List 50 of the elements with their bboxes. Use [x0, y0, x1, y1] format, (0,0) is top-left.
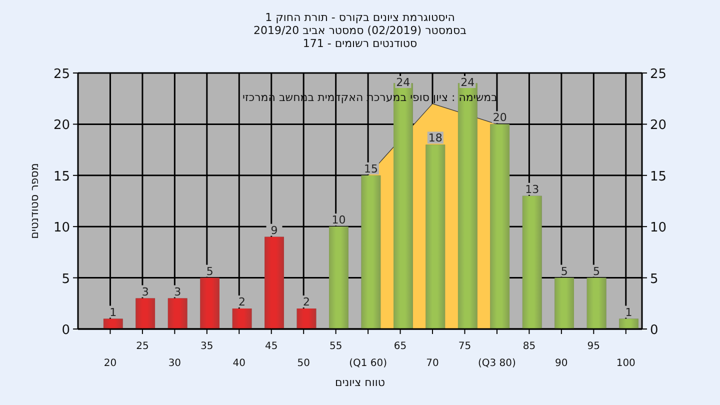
y-axis-title: מספר סטודנטים [28, 163, 41, 239]
chart-subtitle: בסמסטר (02/2019) סמסטר אביב 2019/20 סטודנטים רשומים - 171 [253, 24, 467, 50]
y-tick-label: 15 [53, 169, 70, 184]
data-label: 1 [625, 306, 632, 319]
data-label: 1 [110, 306, 117, 319]
data-label: 2 [303, 296, 310, 309]
data-label: 10 [332, 214, 346, 227]
x-tick-label: 95 [587, 341, 600, 352]
data-label: 5 [593, 264, 600, 278]
y2-tick-label: 25 [650, 67, 667, 82]
data-label: 5 [560, 264, 568, 278]
x-tick-label: 35 [200, 341, 214, 352]
data-label: 24 [396, 76, 410, 89]
data-label: 18 [428, 132, 442, 145]
chart-title: היסטוגרמת ציונים בקורס - תורת החוק 1 [265, 11, 455, 24]
y-tick-label: 5 [62, 272, 70, 287]
data-label: 13 [525, 182, 540, 196]
y-tick-label: 0 [62, 323, 70, 338]
x-tick-label: 40 [232, 358, 246, 369]
data-label: 15 [364, 162, 378, 176]
y2-tick-label: 5 [650, 272, 658, 287]
x-tick-label: (Q1 60) [349, 358, 388, 369]
data-label: 3 [142, 285, 149, 298]
x-tick-label: 25 [136, 341, 149, 352]
y2-tick-label: 15 [650, 169, 667, 184]
y-tick-label: 20 [53, 118, 70, 134]
x-tick-label: 85 [522, 341, 536, 352]
data-label: 3 [174, 285, 182, 298]
x-tick-label: 45 [265, 341, 278, 352]
y-tick-label: 10 [53, 220, 70, 236]
x-tick-label: 75 [458, 341, 472, 352]
x-tick-label: 100 [616, 358, 636, 369]
x-tick-label: 20 [104, 358, 117, 369]
x-tick-label: (Q3 80) [478, 358, 516, 369]
data-label: 9 [270, 224, 278, 237]
y-tick-label: 25 [53, 67, 70, 82]
x-tick-label: 30 [168, 358, 182, 369]
data-label: 2 [238, 296, 246, 309]
x-tick-label: 65 [394, 341, 407, 352]
x-tick-label: 70 [426, 358, 439, 369]
y2-tick-label: 10 [650, 220, 667, 236]
y2-tick-label: 20 [650, 118, 667, 134]
data-label: 20 [492, 111, 507, 124]
x-tick-label: 55 [329, 341, 342, 352]
y2-tick-label: 0 [650, 323, 658, 338]
x-axis-title: טווח ציונים [335, 376, 385, 389]
data-label: 5 [206, 264, 214, 278]
x-tick-label: 50 [297, 358, 310, 369]
data-label: 24 [460, 76, 475, 89]
x-tick-label: 90 [555, 358, 568, 369]
